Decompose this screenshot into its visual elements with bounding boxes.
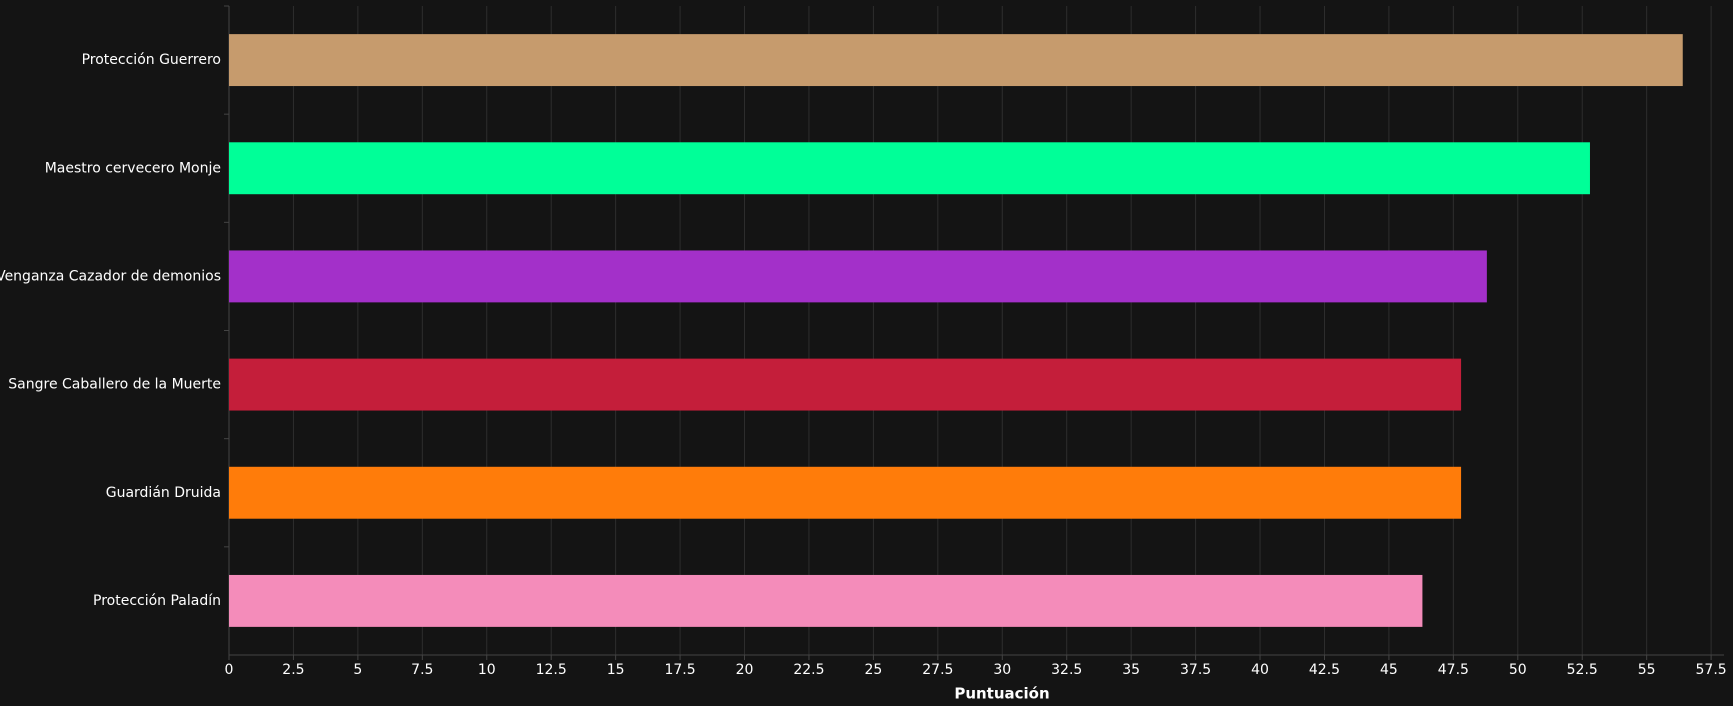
x-tick-label: 30 (993, 662, 1011, 678)
x-tick-label: 57.5 (1696, 662, 1727, 678)
bar (229, 574, 1423, 627)
bar (229, 358, 1462, 411)
y-tick-label: Sangre Caballero de la Muerte (8, 377, 221, 393)
bar (229, 142, 1590, 195)
x-tick-label: 27.5 (922, 662, 953, 678)
x-tick-label: 20 (736, 662, 754, 678)
x-tick-label: 42.5 (1309, 662, 1340, 678)
x-tick-label: 22.5 (793, 662, 824, 678)
x-tick-label: 50 (1509, 662, 1527, 678)
x-tick-label: 5 (353, 662, 362, 678)
y-tick-label: Maestro cervecero Monje (45, 160, 221, 176)
x-axis-title: Puntuación (954, 685, 1049, 703)
bar (229, 34, 1683, 87)
x-tick-label: 7.5 (411, 662, 433, 678)
x-tick-label: 25 (864, 662, 882, 678)
x-tick-label: 47.5 (1438, 662, 1469, 678)
y-tick-label: Guardián Druida (106, 485, 221, 501)
x-tick-label: 37.5 (1180, 662, 1211, 678)
y-tick-label: Venganza Cazador de demonios (0, 268, 221, 284)
x-tick-label: 17.5 (664, 662, 695, 678)
x-tick-label: 12.5 (536, 662, 567, 678)
x-tick-label: 15 (607, 662, 625, 678)
x-tick-label: 32.5 (1051, 662, 1082, 678)
x-tick-label: 2.5 (282, 662, 304, 678)
bar (229, 466, 1462, 519)
y-tick-label: Protección Paladín (93, 593, 221, 609)
x-tick-label: 0 (225, 662, 234, 678)
y-tick-label: Protección Guerrero (82, 52, 221, 68)
x-tick-label: 35 (1122, 662, 1140, 678)
x-tick-label: 52.5 (1567, 662, 1598, 678)
x-tick-label: 45 (1380, 662, 1398, 678)
x-tick-label: 55 (1638, 662, 1656, 678)
x-tick-label: 40 (1251, 662, 1269, 678)
x-tick-label: 10 (478, 662, 496, 678)
bar (229, 250, 1487, 303)
